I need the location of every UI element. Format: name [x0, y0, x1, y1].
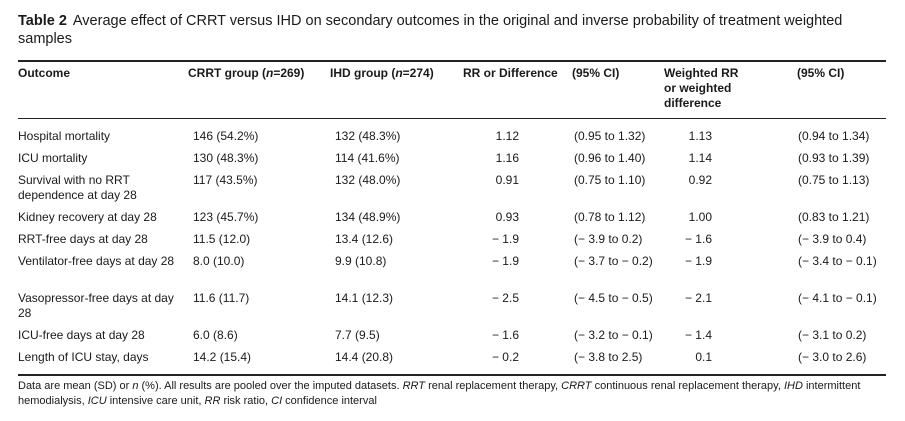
cell-wt: 1.13 — [688, 129, 712, 143]
cell-rr: 0.91 — [495, 173, 519, 187]
cell-wt: 1.14 — [688, 151, 712, 165]
cell-crrt: 117 (43.5%) — [193, 173, 258, 187]
cell-ihd: 134 (48.9%) — [335, 210, 401, 224]
cell-crrt: 6.0 (8.6) — [193, 328, 238, 342]
cell-rr: − 1.9 — [491, 232, 519, 246]
cell-ci2: (− 3.9 to 0.4) — [798, 232, 867, 246]
cell-wt: 0.92 — [688, 173, 712, 187]
cell-ihd: 114 (41.6%) — [335, 151, 400, 165]
cell-ci2: (− 4.1 to − 0.1) — [798, 291, 877, 305]
header-crrt-group: CRRT group (n=269) — [188, 66, 305, 80]
cell-ci1: (0.96 to 1.40) — [574, 151, 646, 165]
cell-ci1: (0.95 to 1.32) — [574, 129, 646, 143]
cell-outcome: Survival with no RRT dependence at day 2… — [18, 173, 137, 202]
cell-outcome: Hospital mortality — [18, 129, 111, 143]
cell-outcome: ICU-free days at day 28 — [18, 328, 145, 342]
header-weighted-ci: (95% CI) — [797, 66, 845, 80]
cell-wt: − 2.1 — [684, 291, 712, 305]
bottom-rule — [18, 374, 886, 376]
cell-ci2: (− 3.4 to − 0.1) — [798, 254, 877, 268]
cell-outcome: Kidney recovery at day 28 — [18, 210, 157, 224]
cell-ci1: (0.75 to 1.10) — [574, 173, 646, 187]
header-rr-difference: RR or Difference — [463, 66, 558, 80]
cell-rr: − 2.5 — [491, 291, 519, 305]
cell-rr: − 1.9 — [491, 254, 519, 268]
cell-ci2: (− 3.1 to 0.2) — [798, 328, 867, 342]
cell-rr: 0.93 — [495, 210, 519, 224]
cell-crrt: 11.6 (11.7) — [193, 291, 250, 305]
cell-ci2: (0.83 to 1.21) — [798, 210, 870, 224]
cell-wt: 0.1 — [695, 350, 712, 364]
header-rule — [18, 118, 886, 119]
table-footnote: Data are mean (SD) or n (%). All results… — [18, 380, 861, 407]
cell-ihd: 13.4 (12.6) — [335, 232, 394, 246]
cell-wt: − 1.6 — [684, 232, 712, 246]
cell-ci2: (0.93 to 1.39) — [798, 151, 870, 165]
header-ci: (95% CI) — [572, 66, 620, 80]
cell-wt: − 1.4 — [684, 328, 712, 342]
cell-ci2: (− 3.0 to 2.6) — [798, 350, 867, 364]
cell-rr: − 0.2 — [491, 350, 519, 364]
top-rule — [18, 60, 886, 62]
cell-outcome: RRT-free days at day 28 — [18, 232, 148, 246]
cell-crrt: 123 (45.7%) — [193, 210, 259, 224]
table-label: Table 2 — [18, 13, 67, 29]
cell-ci2: (0.94 to 1.34) — [798, 129, 870, 143]
cell-outcome: ICU mortality — [18, 151, 88, 165]
cell-ihd: 7.7 (9.5) — [335, 328, 380, 342]
cell-ihd: 132 (48.3%) — [335, 129, 401, 143]
cell-crrt: 146 (54.2%) — [193, 129, 259, 143]
cell-ihd: 9.9 (10.8) — [335, 254, 387, 268]
cell-ihd: 14.1 (12.3) — [335, 291, 394, 305]
cell-ci1: (− 3.2 to − 0.1) — [574, 328, 653, 342]
cell-ihd: 132 (48.0%) — [335, 173, 401, 187]
header-ihd-group: IHD group (n=274) — [330, 66, 434, 80]
cell-rr: 1.12 — [495, 129, 519, 143]
cell-rr: 1.16 — [495, 151, 519, 165]
cell-outcome: Vasopressor-free days at day 28 — [18, 291, 174, 320]
cell-crrt: 8.0 (10.0) — [193, 254, 245, 268]
header-outcome: Outcome — [18, 66, 71, 80]
cell-rr: − 1.6 — [491, 328, 519, 342]
table-caption: Table 2 Average effect of CRRT versus IHD… — [18, 12, 888, 48]
cell-ci1: (0.78 to 1.12) — [574, 210, 646, 224]
cell-ci1: (− 3.9 to 0.2) — [574, 232, 643, 246]
table-title: Average effect of CRRT versus IHD on sec… — [18, 13, 843, 47]
cell-ci1: (− 4.5 to − 0.5) — [574, 291, 653, 305]
cell-wt: − 1.9 — [684, 254, 712, 268]
cell-ihd: 14.4 (20.8) — [335, 350, 394, 364]
header-weighted: Weighted RR or weighted difference — [664, 66, 739, 110]
cell-ci1: (− 3.8 to 2.5) — [574, 350, 643, 364]
cell-ci1: (− 3.7 to − 0.2) — [574, 254, 653, 268]
cell-ci2: (0.75 to 1.13) — [798, 173, 870, 187]
cell-wt: 1.00 — [688, 210, 712, 224]
cell-crrt: 11.5 (12.0) — [193, 232, 251, 246]
cell-crrt: 14.2 (15.4) — [193, 350, 252, 364]
cell-crrt: 130 (48.3%) — [193, 151, 259, 165]
cell-outcome: Length of ICU stay, days — [18, 350, 149, 364]
cell-outcome: Ventilator-free days at day 28 — [18, 254, 175, 268]
